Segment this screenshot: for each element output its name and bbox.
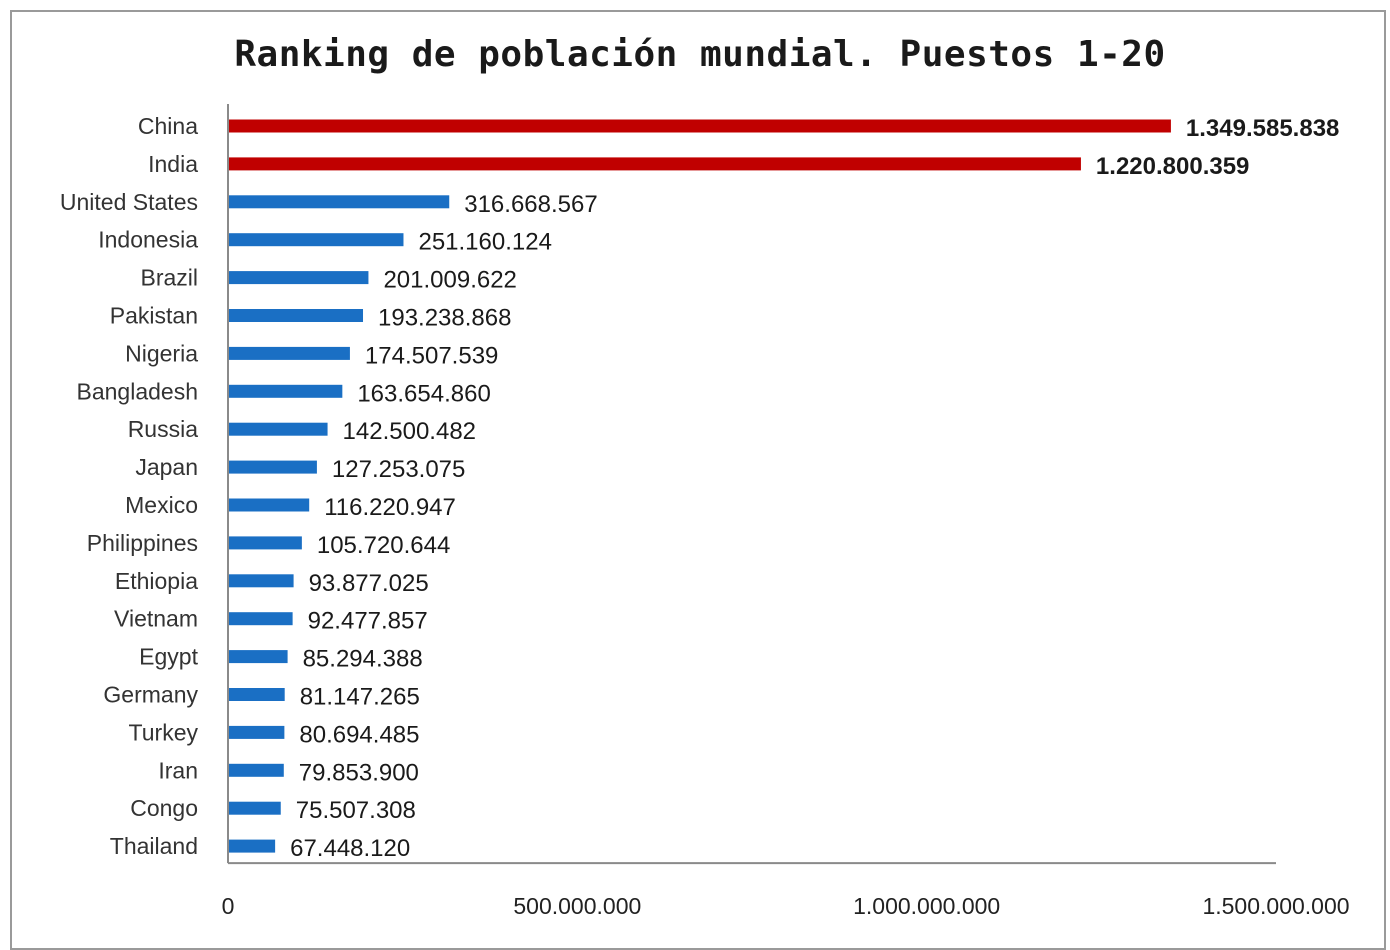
category-label-brazil: Brazil xyxy=(140,265,198,291)
value-label-congo: 75.507.308 xyxy=(296,797,416,824)
category-label-russia: Russia xyxy=(128,416,199,442)
category-label-indonesia: Indonesia xyxy=(98,227,198,253)
category-label-japan: Japan xyxy=(135,454,198,480)
bar-china xyxy=(228,119,1171,133)
x-tick-label: 500.000.000 xyxy=(513,893,641,919)
value-label-ethiopia: 93.877.025 xyxy=(309,570,429,597)
value-label-united-states: 316.668.567 xyxy=(464,191,597,218)
category-label-iran: Iran xyxy=(158,757,198,783)
bar-japan xyxy=(228,460,317,474)
category-label-egypt: Egypt xyxy=(139,644,198,670)
value-label-egypt: 85.294.388 xyxy=(303,646,423,673)
category-labels-group: China India United States Indonesia Brazil Pa… xyxy=(60,113,199,859)
value-label-iran: 79.853.900 xyxy=(299,759,419,786)
bar-vietnam xyxy=(228,612,293,626)
bar-germany xyxy=(228,688,285,701)
bar-thailand xyxy=(228,839,276,853)
value-label-turkey: 80.694.485 xyxy=(299,721,419,748)
axes-group xyxy=(227,104,1276,865)
category-label-mexico: Mexico xyxy=(125,492,198,518)
category-label-china: China xyxy=(138,113,198,139)
tick-labels-group: 0 500.000.000 1.000.000.000 1.500.000.000 xyxy=(222,893,1350,919)
bar-brazil xyxy=(228,271,369,285)
x-tick-label: 1.000.000.000 xyxy=(853,893,1000,919)
category-label-united-states: United States xyxy=(60,189,198,215)
value-label-japan: 127.253.075 xyxy=(332,456,465,483)
bar-iran xyxy=(228,763,284,777)
value-label-bangladesh: 163.654.860 xyxy=(357,380,490,407)
category-label-philippines: Philippines xyxy=(87,530,198,556)
value-labels-group: 1.349.585.838 1.220.800.359 316.668.567 251… xyxy=(290,115,1339,862)
value-label-nigeria: 174.507.539 xyxy=(365,342,498,369)
category-label-pakistan: Pakistan xyxy=(110,303,198,329)
value-label-china: 1.349.585.838 xyxy=(1186,115,1339,142)
bar-egypt xyxy=(228,650,288,664)
value-label-indonesia: 251.160.124 xyxy=(418,229,551,256)
category-label-ethiopia: Ethiopia xyxy=(115,568,198,594)
category-label-india: India xyxy=(148,151,198,177)
category-label-germany: Germany xyxy=(103,682,198,708)
bar-turkey xyxy=(228,725,285,739)
bars-group xyxy=(228,119,1171,853)
bar-nigeria xyxy=(228,346,350,360)
bar-russia xyxy=(228,422,328,436)
category-label-turkey: Turkey xyxy=(129,719,199,745)
category-label-congo: Congo xyxy=(130,795,198,821)
bar-indonesia xyxy=(228,233,404,247)
category-label-vietnam: Vietnam xyxy=(114,606,198,632)
value-label-mexico: 116.220.947 xyxy=(324,494,456,521)
bar-india xyxy=(228,157,1081,171)
value-label-pakistan: 193.238.868 xyxy=(378,305,511,332)
value-label-brazil: 201.009.622 xyxy=(383,267,516,294)
bar-congo xyxy=(228,801,281,815)
category-label-nigeria: Nigeria xyxy=(125,340,198,366)
value-label-russia: 142.500.482 xyxy=(343,418,476,445)
x-tick-label: 0 xyxy=(222,893,235,919)
bar-philippines xyxy=(228,536,302,550)
value-label-germany: 81.147.265 xyxy=(300,684,420,711)
bar-united-states xyxy=(228,195,450,209)
bar-bangladesh xyxy=(228,384,343,398)
bar-pakistan xyxy=(228,309,364,322)
value-label-thailand: 67.448.120 xyxy=(290,835,410,862)
x-tick-label: 1.500.000.000 xyxy=(1202,893,1349,919)
chart-title: Ranking de población mundial. Puestos 1-… xyxy=(234,34,1166,75)
category-label-bangladesh: Bangladesh xyxy=(77,378,199,404)
bar-mexico xyxy=(228,498,310,512)
value-label-india: 1.220.800.359 xyxy=(1096,153,1249,180)
value-label-philippines: 105.720.644 xyxy=(317,532,450,559)
value-label-vietnam: 92.477.857 xyxy=(308,608,428,635)
category-label-thailand: Thailand xyxy=(110,833,198,859)
bar-ethiopia xyxy=(228,574,294,588)
